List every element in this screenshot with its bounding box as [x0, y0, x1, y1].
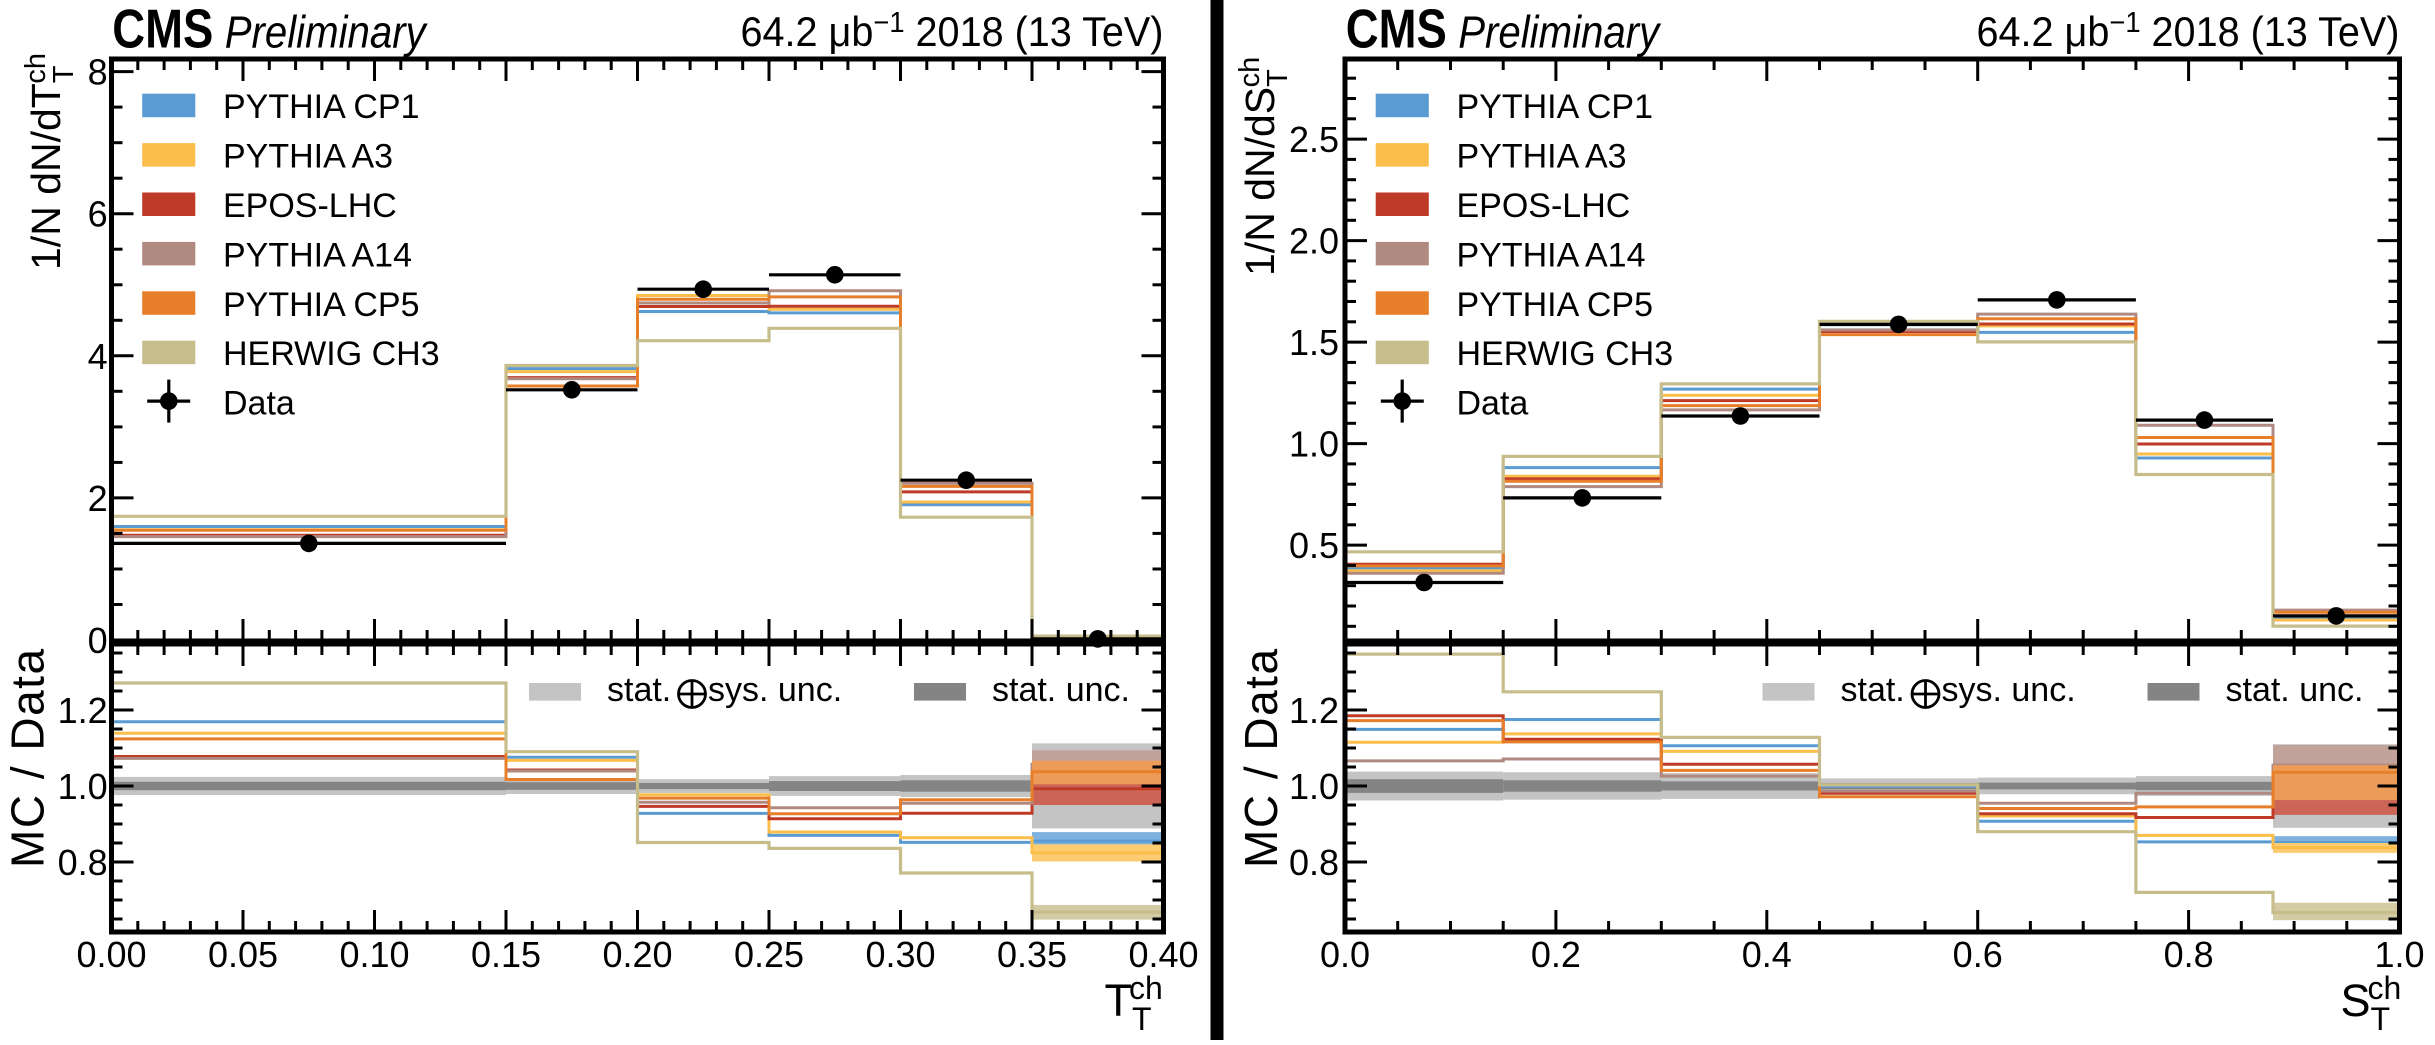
svg-text:8: 8: [88, 52, 108, 93]
svg-text:HERWIG CH3: HERWIG CH3: [223, 335, 440, 373]
svg-text:0.05: 0.05: [208, 934, 278, 975]
svg-text:0.2: 0.2: [1531, 934, 1581, 975]
svg-text:PYTHIA CP1: PYTHIA CP1: [223, 88, 420, 126]
svg-text:Data: Data: [1457, 385, 1529, 423]
svg-text:MC / Data: MC / Data: [1, 647, 53, 868]
svg-text:64.2 μb−1 2018 (13 TeV): 64.2 μb−1 2018 (13 TeV): [1977, 7, 2400, 55]
svg-text:MC / Data: MC / Data: [1235, 647, 1287, 868]
svg-text:sys. unc.: sys. unc.: [1942, 671, 2076, 709]
svg-text:0.00: 0.00: [76, 934, 146, 975]
svg-text:2: 2: [88, 478, 108, 519]
svg-text:PYTHIA A3: PYTHIA A3: [223, 138, 393, 176]
svg-text:0.8: 0.8: [58, 842, 108, 883]
svg-text:64.2 μb−1 2018 (13 TeV): 64.2 μb−1 2018 (13 TeV): [741, 7, 1164, 55]
svg-text:EPOS-LHC: EPOS-LHC: [1457, 187, 1631, 225]
svg-text:stat.: stat.: [1841, 671, 1905, 709]
svg-text:1.2: 1.2: [1289, 690, 1339, 731]
svg-text:PYTHIA CP1: PYTHIA CP1: [1457, 88, 1654, 126]
svg-text:stat. unc.: stat. unc.: [992, 671, 1130, 709]
svg-text:PYTHIA A14: PYTHIA A14: [223, 236, 412, 274]
svg-text:1.0: 1.0: [1289, 424, 1339, 465]
svg-text:0.10: 0.10: [339, 934, 409, 975]
svg-text:CMS: CMS: [1346, 0, 1447, 60]
svg-text:Data: Data: [223, 385, 295, 423]
svg-text:1.0: 1.0: [58, 766, 108, 807]
svg-text:PYTHIA CP5: PYTHIA CP5: [223, 286, 420, 324]
svg-text:Preliminary: Preliminary: [1458, 7, 1661, 58]
svg-text:0.4: 0.4: [1742, 934, 1792, 975]
svg-text:0.8: 0.8: [1289, 842, 1339, 883]
svg-text:0.30: 0.30: [865, 934, 935, 975]
svg-text:sys. unc.: sys. unc.: [708, 671, 842, 709]
svg-text:0.6: 0.6: [1953, 934, 2003, 975]
svg-text:2.0: 2.0: [1289, 221, 1339, 262]
svg-text:6: 6: [88, 194, 108, 235]
svg-text:2.5: 2.5: [1289, 119, 1339, 160]
svg-text:4: 4: [88, 336, 108, 377]
svg-text:0.5: 0.5: [1289, 525, 1339, 566]
svg-text:1.2: 1.2: [58, 690, 108, 731]
svg-text:1.5: 1.5: [1289, 322, 1339, 363]
svg-text:0: 0: [88, 620, 108, 661]
svg-text:HERWIG CH3: HERWIG CH3: [1457, 335, 1674, 373]
svg-text:PYTHIA CP5: PYTHIA CP5: [1457, 286, 1654, 324]
svg-text:0.8: 0.8: [2164, 934, 2214, 975]
svg-text:PYTHIA A3: PYTHIA A3: [1457, 138, 1627, 176]
svg-text:0.15: 0.15: [471, 934, 541, 975]
svg-text:0.35: 0.35: [997, 934, 1067, 975]
svg-text:stat.: stat.: [607, 671, 671, 709]
svg-text:EPOS-LHC: EPOS-LHC: [223, 187, 397, 225]
svg-text:stat. unc.: stat. unc.: [2226, 671, 2364, 709]
svg-text:0.40: 0.40: [1128, 934, 1198, 975]
svg-text:1.0: 1.0: [1289, 766, 1339, 807]
svg-text:Preliminary: Preliminary: [225, 7, 428, 58]
svg-text:0.0: 0.0: [1320, 934, 1370, 975]
svg-text:0.25: 0.25: [734, 934, 804, 975]
svg-text:1.0: 1.0: [2374, 934, 2424, 975]
svg-text:PYTHIA A14: PYTHIA A14: [1457, 236, 1646, 274]
svg-text:CMS: CMS: [112, 0, 213, 60]
svg-text:0.20: 0.20: [602, 934, 672, 975]
